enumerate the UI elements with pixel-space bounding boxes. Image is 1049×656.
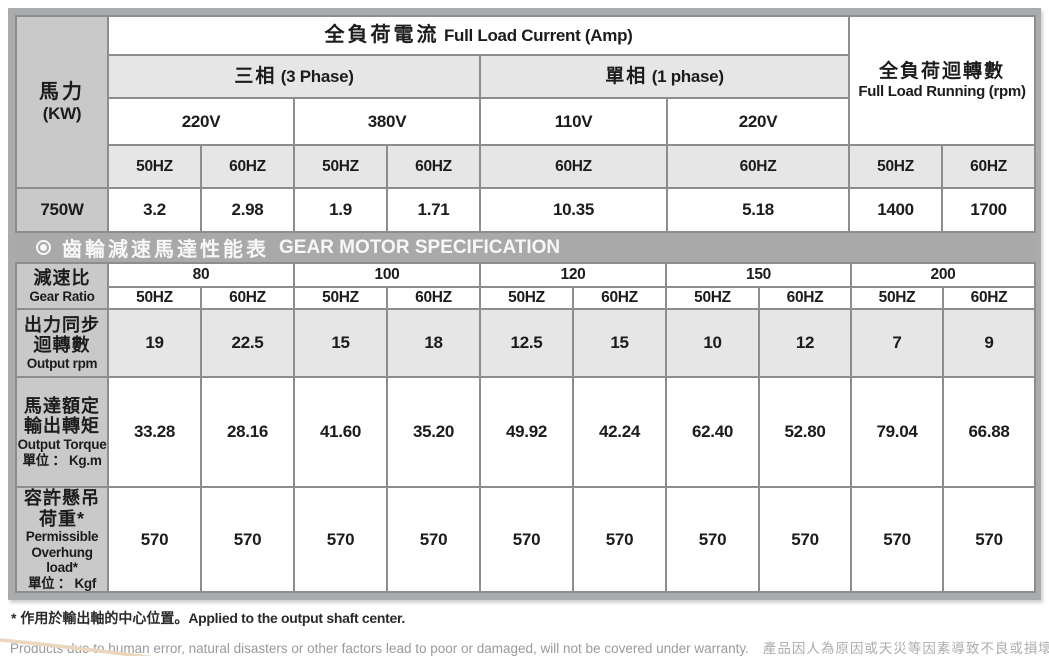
table-cell: 18 — [386, 308, 481, 378]
hz-header-cell: 60HZ — [758, 286, 852, 310]
gear-motor-table: 減速比 Gear Ratio 80 100 120 150 200 50HZ 6… — [15, 262, 1036, 594]
hz-header-cell: 50HZ — [850, 286, 944, 310]
gear-ratio-header-cell: 減速比 Gear Ratio — [15, 262, 109, 310]
table-cell: 2.98 — [200, 187, 295, 233]
table-cell: 79.04 — [850, 376, 944, 488]
table-cell: 41.60 — [293, 376, 388, 488]
ratio-header-cell: 150 — [665, 262, 852, 288]
hz-header-cell: 60HZ — [200, 286, 295, 310]
table-cell: 15 — [572, 308, 667, 378]
voltage-header-cell: 110V — [479, 97, 668, 146]
table-cell: 570 — [572, 485, 667, 594]
table-cell: 33.28 — [107, 376, 202, 488]
footnote-zh: * 作用於輸出軸的中心位置。 — [11, 610, 189, 626]
table-cell: 1400 — [848, 187, 944, 233]
table-cell: 12 — [758, 308, 852, 378]
disclaimer-en: Products due to human error, natural dis… — [10, 641, 749, 656]
table-cell: 35.20 — [386, 376, 481, 488]
specification-block: 馬力 (KW) 全負荷電流 Full Load Current (Amp) 全負… — [8, 8, 1041, 601]
table-cell: 10 — [665, 308, 760, 378]
ratio-header-cell: 120 — [479, 262, 667, 288]
hz-header-cell: 60HZ — [386, 286, 481, 310]
table-cell: 10.35 — [479, 187, 668, 233]
hz-header-cell: 60HZ — [572, 286, 667, 310]
hz-header-cell: 60HZ — [942, 286, 1036, 310]
row-header-output-torque: 馬達額定 輸出轉矩 Output Torque 單位 ： Kg.m — [15, 376, 109, 488]
ratio-header-cell: 100 — [293, 262, 481, 288]
warranty-disclaimer: Products due to human error, natural dis… — [10, 637, 1049, 656]
hz-header-cell: 60HZ — [665, 144, 851, 189]
hz-header-cell: 50HZ — [848, 144, 944, 189]
table-cell: 15 — [293, 308, 388, 378]
hz-header-cell: 50HZ — [293, 144, 388, 189]
table-cell: 1700 — [941, 187, 1037, 233]
full-load-current-header: 全負荷電流 Full Load Current (Amp) — [106, 15, 851, 56]
section-title-zh: 齒輪減速馬達性能表 — [62, 239, 269, 261]
hz-header-cell: 50HZ — [293, 286, 388, 310]
hz-header-cell: 50HZ — [479, 286, 574, 310]
power-header-zh: 馬力 — [39, 80, 85, 103]
table-cell: 570 — [479, 485, 574, 594]
row-header-output-rpm: 出力同步 迴轉數 Output rpm — [15, 308, 109, 378]
table-cell: 570 — [850, 485, 944, 594]
hz-header-cell: 50HZ — [107, 286, 202, 310]
hz-header-cell: 50HZ — [665, 286, 760, 310]
table-cell: 7 — [850, 308, 944, 378]
table-cell: 570 — [200, 485, 295, 594]
ratio-header-cell: 80 — [107, 262, 295, 288]
table-cell: 28.16 — [200, 376, 295, 488]
table-cell: 9 — [942, 308, 1036, 378]
hz-header-cell: 60HZ — [200, 144, 295, 189]
table-cell: 570 — [386, 485, 481, 594]
row-header-overhung-load: 容許懸吊 荷重* Permissible Overhung load* 單位 ：… — [15, 485, 109, 594]
table-cell: 570 — [665, 485, 760, 594]
disclaimer-zh: 產品因人為原因或天災等因素導致不良或損壞，不在保固範圍內。 — [762, 641, 1049, 656]
table-cell: 570 — [293, 485, 388, 594]
table-cell: 19 — [107, 308, 202, 378]
hz-header-cell: 60HZ — [479, 144, 668, 189]
ratio-header-cell: 200 — [850, 262, 1036, 288]
table-cell: 66.88 — [942, 376, 1036, 488]
voltage-header-cell: 380V — [293, 97, 481, 146]
table-cell: 5.18 — [665, 187, 851, 233]
table-cell: 12.5 — [479, 308, 574, 378]
table-cell: 570 — [758, 485, 852, 594]
voltage-header-cell: 220V — [665, 97, 851, 146]
section-title-en: GEAR MOTOR SPECIFICATION — [279, 236, 561, 258]
table-cell: 3.2 — [107, 187, 202, 233]
footnote-en: Applied to the output shaft center. — [188, 610, 405, 626]
table-cell: 42.24 — [572, 376, 667, 488]
section-header-bar: 齒輪減速馬達性能表 GEAR MOTOR SPECIFICATION — [15, 233, 1034, 262]
table-cell: 1.71 — [386, 187, 481, 233]
table-cell: 52.80 — [758, 376, 852, 488]
table-cell: 1.9 — [293, 187, 388, 233]
table-cell: 570 — [942, 485, 1036, 594]
full-load-table: 馬力 (KW) 全負荷電流 Full Load Current (Amp) 全負… — [15, 15, 1037, 233]
voltage-header-cell: 220V — [107, 97, 295, 146]
table-cell: 22.5 — [200, 308, 295, 378]
table-cell: 62.40 — [665, 376, 760, 488]
power-header-unit: (KW) — [42, 103, 82, 123]
footnote: * 作用於輸出軸的中心位置。Applied to the output shaf… — [11, 608, 1041, 628]
hz-header-cell: 60HZ — [941, 144, 1037, 189]
three-phase-header: 三相 (3 Phase) — [107, 54, 481, 99]
bullseye-icon — [36, 240, 51, 255]
corner-swoosh-decoration — [0, 638, 154, 656]
row-header-750w: 750W — [15, 187, 109, 233]
hz-header-cell: 60HZ — [386, 144, 481, 189]
table-cell: 49.92 — [479, 376, 574, 488]
full-load-running-header: 全負荷迴轉數 Full Load Running (rpm) — [848, 15, 1037, 146]
power-header-cell: 馬力 (KW) — [15, 15, 109, 189]
one-phase-header: 單相 (1 phase) — [478, 54, 851, 99]
hz-header-cell: 50HZ — [107, 144, 202, 189]
table-cell: 570 — [107, 485, 202, 594]
